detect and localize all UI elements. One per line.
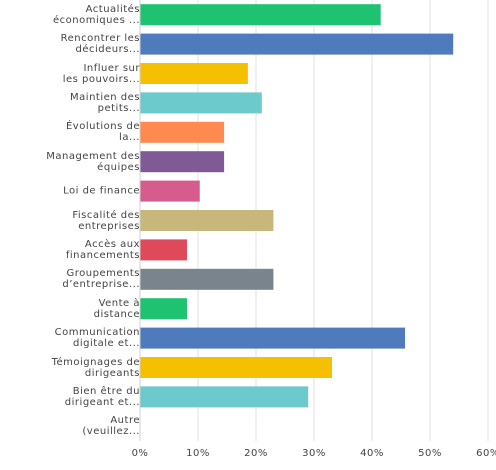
bar <box>140 210 274 231</box>
x-tick-label: 50% <box>418 448 442 459</box>
y-tick-label: Évolutions de la... <box>65 121 140 144</box>
bar <box>140 92 262 114</box>
x-tick-label: 10% <box>186 448 210 459</box>
y-tick-label: Loi de finance <box>63 185 140 197</box>
y-tick-label: Rencontrer les décideurs... <box>60 33 140 56</box>
x-tick-label: 20% <box>244 448 268 459</box>
y-tick-label: Actualités économiques ... <box>52 3 140 26</box>
bar <box>140 151 225 173</box>
bar <box>140 268 274 290</box>
x-tick-label: 60% <box>476 448 496 459</box>
bar <box>140 4 381 26</box>
x-tick-label: 30% <box>302 448 326 459</box>
y-tick-label: Groupements d’entreprise... <box>62 268 140 291</box>
bar <box>140 180 200 202</box>
bar <box>140 357 332 378</box>
y-tick-label: Vente à distance <box>93 297 140 320</box>
x-tick-label: 0% <box>132 448 149 459</box>
y-tick-label: Fiscalité des entreprises <box>72 209 140 232</box>
bar <box>140 33 454 55</box>
y-tick-label: Autre (veuillez... <box>82 415 140 438</box>
bar <box>140 386 309 408</box>
y-tick-label: Communication digitale et... <box>54 327 140 350</box>
y-tick-label: Management des équipes <box>46 150 140 173</box>
bar <box>140 239 187 261</box>
bar <box>140 121 225 143</box>
bar <box>140 327 406 349</box>
y-tick-label: Influer sur les pouvoirs... <box>62 62 140 85</box>
y-tick-label: Bien être du dirigeant et... <box>64 385 140 408</box>
bar <box>140 63 248 84</box>
y-tick-label: Témoignages de dirigeants <box>51 356 140 379</box>
bar <box>140 298 187 320</box>
x-tick-label: 40% <box>360 448 384 459</box>
y-tick-label: Accès aux financements <box>65 238 140 261</box>
y-tick-label: Maintien des petits... <box>70 91 140 114</box>
